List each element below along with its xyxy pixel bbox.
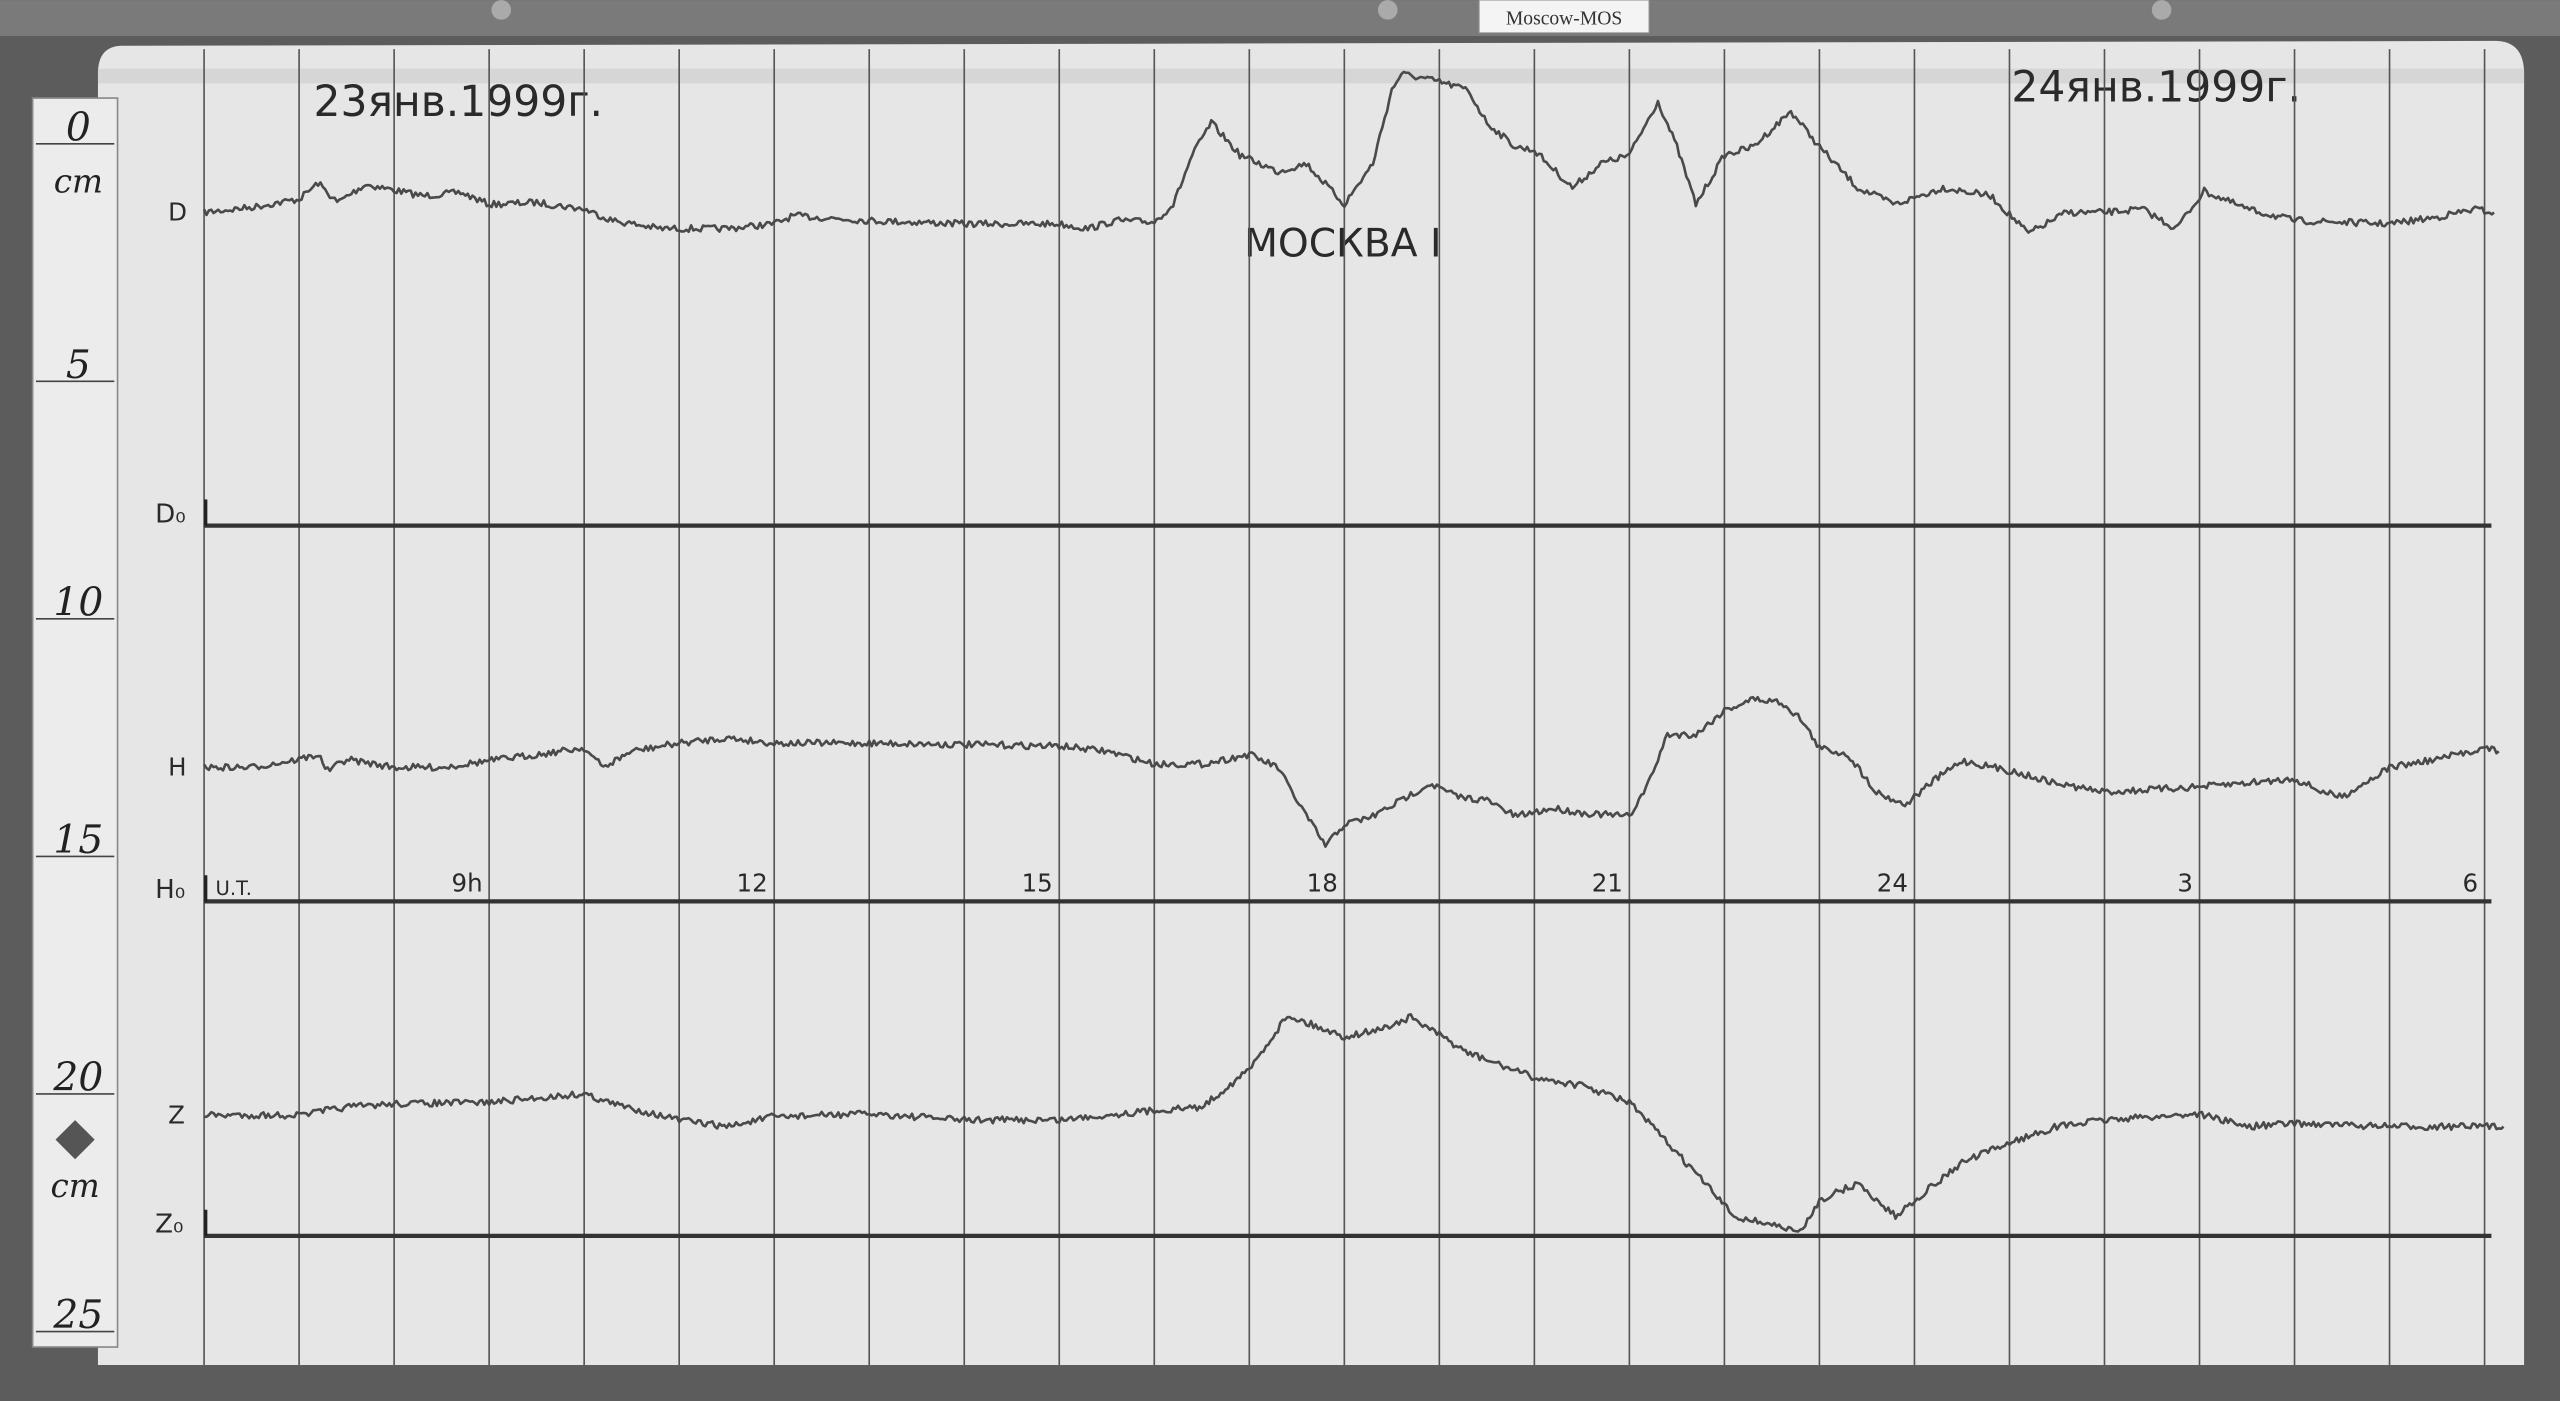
ruler-label: 15 xyxy=(53,818,103,863)
trace-label-Z: Z xyxy=(168,1100,185,1129)
ruler-scale: 0 5 10 15 20 25 xyxy=(35,106,115,1338)
x-tick-label: 24 xyxy=(1877,869,1908,898)
date-start: 23янв.1999г. xyxy=(313,78,603,127)
baseline-label: D₀ xyxy=(155,499,186,529)
date-end: 24янв.1999г. xyxy=(2011,63,2301,112)
baseline-label: Z₀ xyxy=(155,1210,183,1240)
x-tick-label: 6 xyxy=(2462,869,2478,898)
x-axis-label: U.T. xyxy=(216,877,252,900)
trace-label-D: D xyxy=(168,198,187,227)
station-tag xyxy=(1478,0,1650,34)
ruler-label: 0 xyxy=(66,106,91,151)
cm-ruler xyxy=(31,97,119,1348)
x-tick-label: 12 xyxy=(737,869,768,898)
x-tick-label: 18 xyxy=(1307,869,1338,898)
x-tick-label: 3 xyxy=(2177,869,2193,898)
baselines: D₀ H₀ Z₀ xyxy=(155,499,2492,1240)
pin-icon xyxy=(491,0,512,20)
trace-Z xyxy=(203,1012,2505,1233)
ruler-label: 20 xyxy=(52,1056,103,1101)
ruler-label: 10 xyxy=(53,581,103,626)
chart-paper xyxy=(97,40,2525,1365)
station-tag-label: Moscow-MOS xyxy=(1506,9,1622,30)
baseline-label: H₀ xyxy=(155,875,185,905)
ruler-label: 5 xyxy=(66,343,91,388)
ruler-unit-top: cm xyxy=(54,163,103,201)
pin-icon xyxy=(1377,0,1398,20)
trace-H xyxy=(203,695,2500,848)
pin-icon xyxy=(2151,0,2172,20)
trace-label-H: H xyxy=(168,753,186,782)
ruler-label: 25 xyxy=(52,1293,103,1338)
traces: D H Z xyxy=(168,70,2505,1233)
ruler-unit-bottom: cm xyxy=(50,1167,99,1205)
x-tick-label: 9h xyxy=(452,869,483,898)
x-tick-label: 21 xyxy=(1592,869,1623,898)
mounting-board xyxy=(0,0,2560,37)
station-name: МОСКВА I xyxy=(1244,221,1441,266)
x-tick-label: 15 xyxy=(1022,869,1053,898)
time-axis: 9h 12 15 18 21 24 3 6 xyxy=(452,869,2479,898)
trace-D xyxy=(202,70,2495,234)
tape-strip xyxy=(97,68,2525,84)
